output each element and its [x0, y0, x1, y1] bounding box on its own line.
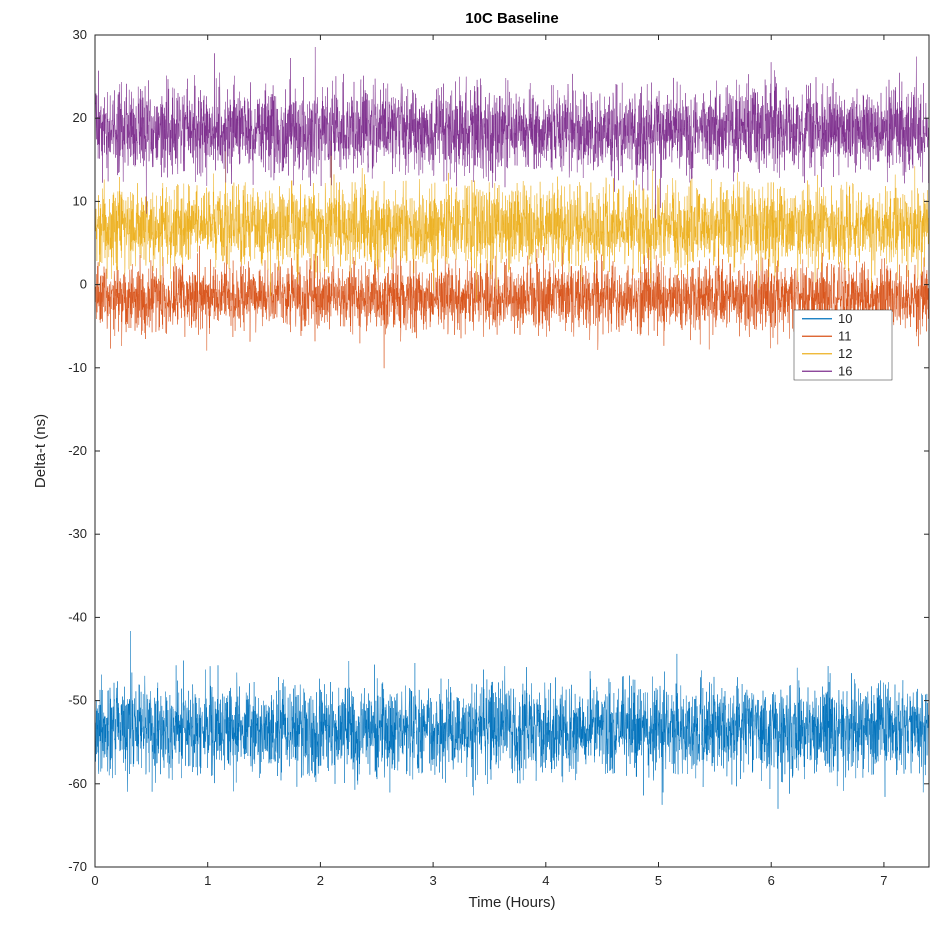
y-tick-label: 10	[73, 193, 87, 208]
x-tick-label: 0	[91, 873, 98, 888]
y-tick-label: 20	[73, 110, 87, 125]
y-axis-label: Delta-t (ns)	[32, 414, 49, 488]
legend-label-16: 16	[838, 363, 852, 378]
chart-svg: 01234567-70-60-50-40-30-20-100102030Time…	[0, 0, 948, 925]
y-tick-label: 30	[73, 27, 87, 42]
y-tick-label: -50	[68, 693, 87, 708]
legend: 10 11 12 16	[794, 310, 892, 380]
x-tick-label: 6	[768, 873, 775, 888]
x-tick-label: 1	[204, 873, 211, 888]
y-tick-label: -20	[68, 443, 87, 458]
y-tick-label: -40	[68, 609, 87, 624]
legend-label-12: 12	[838, 346, 852, 361]
y-tick-label: -30	[68, 526, 87, 541]
chart-container: 01234567-70-60-50-40-30-20-100102030Time…	[0, 0, 948, 925]
x-tick-label: 4	[542, 873, 549, 888]
x-tick-label: 7	[880, 873, 887, 888]
x-tick-label: 2	[317, 873, 324, 888]
y-tick-label: -70	[68, 859, 87, 874]
y-tick-label: 0	[80, 277, 87, 292]
chart-title: 10C Baseline	[465, 10, 558, 27]
x-axis-label: Time (Hours)	[469, 894, 556, 911]
legend-label-10: 10	[838, 311, 852, 326]
legend-label-11: 11	[838, 328, 852, 343]
y-tick-label: -10	[68, 360, 87, 375]
x-tick-label: 5	[655, 873, 662, 888]
y-tick-label: -60	[68, 776, 87, 791]
x-tick-label: 3	[429, 873, 436, 888]
